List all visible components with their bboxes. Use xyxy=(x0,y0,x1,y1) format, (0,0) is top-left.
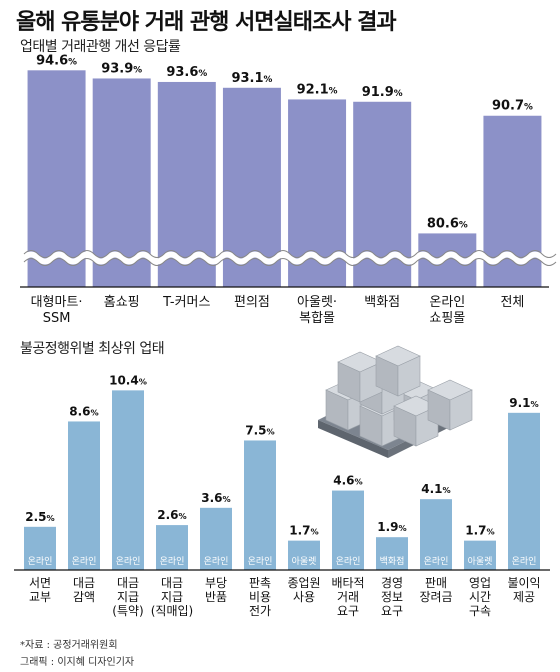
chart2-bar xyxy=(244,440,276,570)
chart2-bar xyxy=(288,540,320,570)
chart1-category-label: 온라인 쇼핑몰 xyxy=(429,295,465,326)
chart2-value-label: 4.1% xyxy=(421,482,450,496)
chart2-value-label: 1.7% xyxy=(465,524,494,538)
chart1-value-label: 94.6% xyxy=(36,53,77,68)
chart1-value-label: 93.9% xyxy=(101,61,142,76)
chart2-bar xyxy=(24,526,56,570)
chart2-bar xyxy=(200,507,232,570)
chart2-bar xyxy=(508,412,540,570)
chart1-title: 업태별 거래관행 개선 응답률 xyxy=(20,39,181,55)
chart1-category-label: 대형마트· SSM xyxy=(31,295,83,326)
chart2-category-label: 종업원 사용 xyxy=(287,576,320,604)
chart2-bar-inner-label: 백화점 xyxy=(380,555,405,567)
page-title: 올해 유통분야 거래 관행 서면실태조사 결과 xyxy=(16,10,397,35)
chart2-category-label: 불이익 제공 xyxy=(507,576,540,604)
chart2-value-label: 2.5% xyxy=(25,510,54,524)
chart1-category-label: 편의점 xyxy=(234,295,270,310)
chart1-category-label: 홈쇼핑 xyxy=(104,295,140,310)
chart2-bar-inner-label: 온라인 xyxy=(160,556,185,567)
chart1-value-label: 92.1% xyxy=(297,82,338,97)
chart2-bar-inner-label: 온라인 xyxy=(72,556,97,567)
chart2-category-label: 배타적 거래 요구 xyxy=(331,576,364,618)
chart2-bar xyxy=(332,490,364,570)
chart2-bar xyxy=(420,499,452,570)
chart2-value-label: 3.6% xyxy=(201,491,230,505)
chart2-value-label: 9.1% xyxy=(509,396,538,410)
axis-break-line-top xyxy=(23,250,557,258)
axis-break-wave xyxy=(21,251,559,265)
chart1-category-label: T-커머스 xyxy=(162,295,210,310)
chart2-bar-inner-label: 온라인 xyxy=(512,556,537,567)
chart2-bar-inner-label: 온라인 xyxy=(204,556,229,567)
chart2-bar-inner-label: 온라인 xyxy=(116,556,141,567)
chart2-bar-inner-label: 온라인 xyxy=(248,556,273,567)
chart2-bar xyxy=(376,537,408,570)
chart1-value-label: 80.6% xyxy=(427,216,468,231)
chart1-category-label: 아울렛· 복합몰 xyxy=(297,295,337,326)
chart2-bar-inner-label: 온라인 xyxy=(28,556,53,567)
chart2-value-label: 2.6% xyxy=(157,508,186,522)
boxes-pallet-icon xyxy=(318,345,473,458)
chart1-value-label: 93.6% xyxy=(166,65,207,80)
graphic-credit: 그래픽 : 이지혜 디자인기자 xyxy=(20,657,135,668)
chart2-bar-inner-label: 아울렛 xyxy=(292,556,317,567)
chart2-bar xyxy=(68,421,100,570)
chart1-value-label: 90.7% xyxy=(492,99,533,114)
source-note: *자료 : 공정거래위원회 xyxy=(20,640,118,651)
chart2-value-label: 10.4% xyxy=(109,373,147,387)
chart2-bar xyxy=(112,390,144,570)
chart1-category-label: 백화점 xyxy=(364,295,400,310)
chart2-value-label: 4.6% xyxy=(333,474,362,488)
chart2-category-label: 판매 장려금 xyxy=(419,576,452,604)
chart2-category-label: 판촉 비용 전가 xyxy=(249,576,271,618)
chart2-category-label: 서면 교부 xyxy=(29,576,51,604)
chart2-bar xyxy=(156,525,188,570)
chart1-value-label: 93.1% xyxy=(231,71,272,86)
chart2-value-label: 8.6% xyxy=(69,404,98,418)
chart2-category-label: 경영 정보 요구 xyxy=(381,576,403,618)
chart2-category-label: 부당 반품 xyxy=(205,576,227,604)
chart2-category-label: 대금 지급 (특약) xyxy=(112,576,143,618)
chart2-category-label: 대금 지급 (직매입) xyxy=(151,576,193,618)
chart1-value-label: 91.9% xyxy=(362,85,403,100)
chart2-value-label: 1.7% xyxy=(289,524,318,538)
chart1-category-label: 전체 xyxy=(500,295,524,310)
chart2-bar-inner-label: 아울렛 xyxy=(468,556,493,567)
chart2-bar-inner-label: 온라인 xyxy=(336,556,361,567)
chart2-category-label: 대금 감액 xyxy=(73,576,95,604)
chart2-value-label: 7.5% xyxy=(245,423,274,437)
chart2-category-label: 영업 시간 구속 xyxy=(469,576,491,618)
chart2-title: 불공정행위별 최상위 업태 xyxy=(20,341,165,357)
axis-break-line-bottom xyxy=(23,258,557,266)
chart2-bar-inner-label: 온라인 xyxy=(424,556,449,567)
chart2-value-label: 1.9% xyxy=(377,520,406,534)
chart2-bar xyxy=(464,540,496,570)
